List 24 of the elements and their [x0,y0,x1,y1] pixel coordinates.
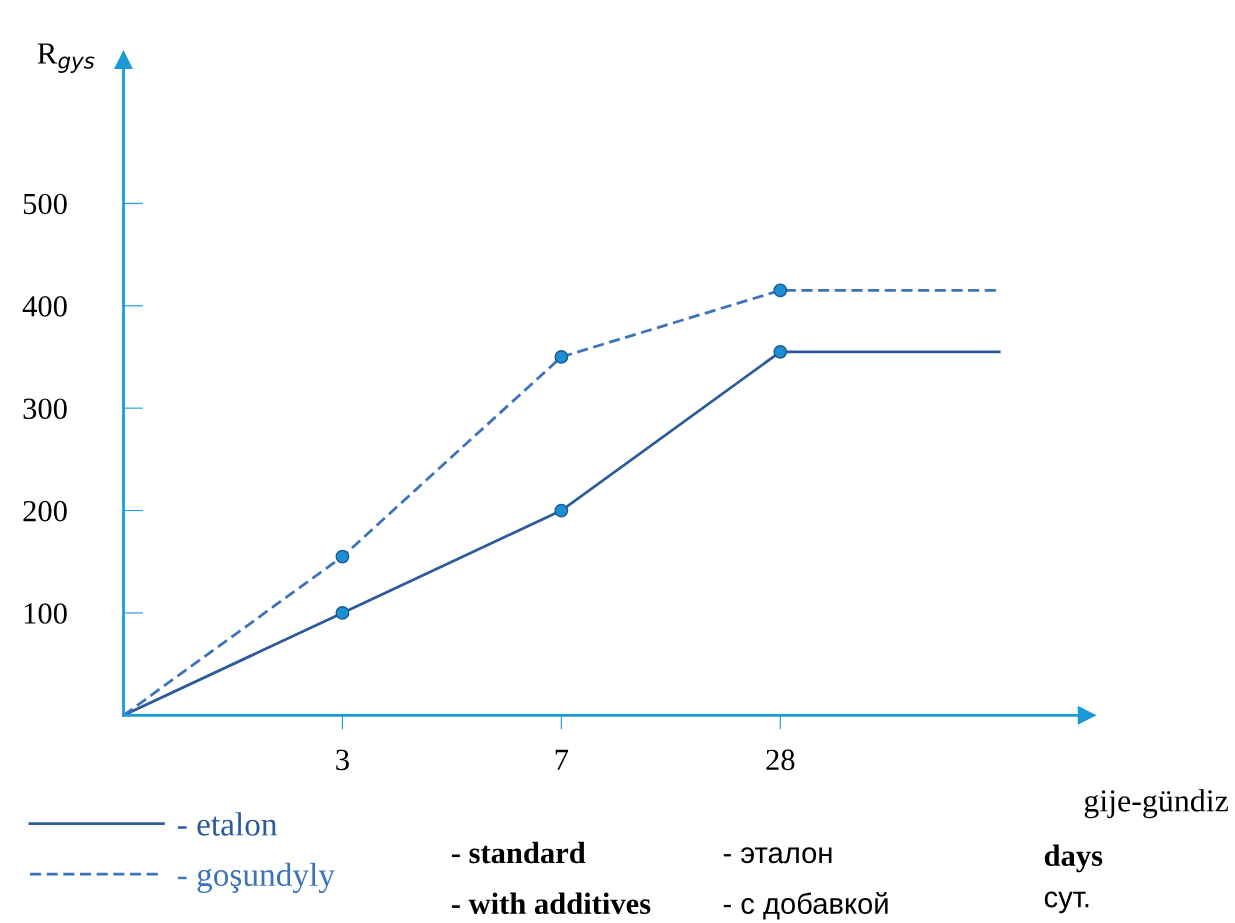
legend-label: - etalon [177,812,278,836]
legend-label: - goşundyly [177,862,335,893]
x-tick-label: 3 [336,749,349,771]
y-tick-label: 400 [22,296,67,317]
text: сут. [1044,891,1089,914]
y-tick-label: 200 [23,500,67,522]
text: - эталон [723,847,832,864]
text: - with additives [451,892,651,915]
text: - с добавкой [723,892,888,920]
point [554,350,569,364]
text: days [1044,844,1103,873]
text: gije-gündiz [1084,789,1228,819]
point [773,283,788,298]
x-tick-label: 28 [766,749,795,771]
text: - standard [451,841,586,864]
point [554,503,569,518]
x-tick-label: 7 [555,749,569,770]
point [773,344,788,359]
y-tick-label: 500 [23,193,67,215]
point [335,606,350,620]
y-axis-title: R$_{gys}$ [37,43,95,73]
y-tick-label: 300 [23,398,67,420]
point [335,549,350,564]
y-tick-label: 100 [24,603,67,624]
